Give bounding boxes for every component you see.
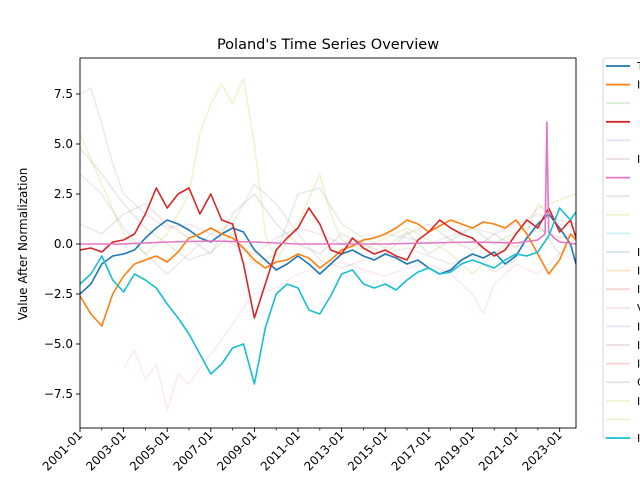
- y-tick-label: 5.0: [54, 137, 73, 151]
- series-line-2: [80, 219, 576, 327]
- chart-title: Poland's Time Series Overview: [217, 37, 439, 53]
- legend-label: I: [637, 153, 640, 166]
- y-tick-label: −7.5: [44, 387, 73, 401]
- series-line-8: [122, 253, 576, 411]
- y-tick-label: 2.5: [54, 187, 73, 201]
- legend-label: I: [637, 320, 640, 333]
- series-line-6: [80, 77, 576, 275]
- legend-label: I: [637, 395, 640, 408]
- legend-label: I: [637, 358, 640, 371]
- y-tick-label: 7.5: [54, 87, 73, 101]
- series-line-5: [80, 207, 576, 385]
- legend-label: T: [636, 60, 640, 73]
- legend-label: I: [637, 283, 640, 296]
- legend-label: I: [637, 246, 640, 259]
- y-tick-label: −5.0: [44, 337, 73, 351]
- legend-label: V: [637, 302, 640, 315]
- y-tick-label: 0.0: [54, 237, 73, 251]
- legend-label: C: [637, 376, 640, 389]
- series-line-1: [80, 213, 576, 295]
- plot-frame: [79, 57, 577, 429]
- series-line-3: [80, 187, 576, 319]
- legend-label: I: [637, 265, 640, 278]
- y-tick-label: −2.5: [44, 287, 73, 301]
- legend-frame: [602, 57, 640, 439]
- y-axis: −7.5 −5.0 −2.5 0.0 2.5 5.0 7.5: [44, 87, 80, 401]
- legend-label: I: [637, 79, 640, 92]
- legend-label: I: [637, 339, 640, 352]
- series-layer: [80, 77, 576, 411]
- legend: TIIIIIVIIICII: [602, 57, 640, 445]
- series-line-7: [80, 87, 576, 255]
- y-axis-label: Value After Normalization: [16, 168, 30, 321]
- legend-label: I: [637, 432, 640, 445]
